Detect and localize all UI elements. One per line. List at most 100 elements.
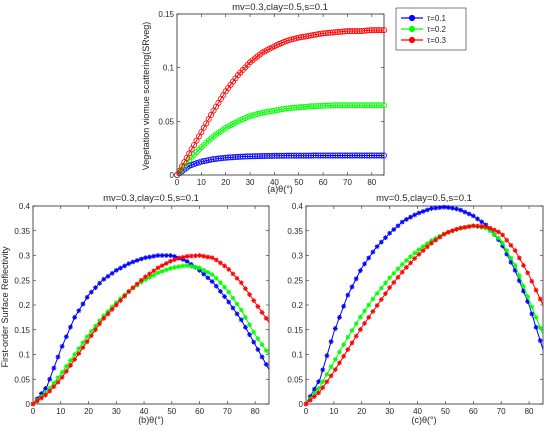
- chart-c-data-point: [328, 364, 334, 370]
- chart-b-data-point: [238, 317, 244, 323]
- chart-b-ylabel: First-order Surface Reflectivity: [0, 246, 10, 368]
- chart-c-data-point: [378, 297, 384, 302]
- chart-b-ytick-label: 0.1: [19, 351, 31, 360]
- chart-c-data-point: [479, 223, 485, 229]
- chart-c-series-3: [303, 223, 544, 407]
- chart-b-data-point: [230, 295, 236, 301]
- chart-c-data-point: [454, 226, 459, 232]
- chart-b-data-point: [93, 327, 98, 333]
- chart-c-data-point: [458, 207, 464, 213]
- chart-c-data-point: [391, 280, 397, 285]
- chart-a-data-point: [378, 152, 385, 159]
- chart-c-data-point: [374, 303, 380, 308]
- chart-c-xtick-label: 20: [357, 407, 366, 416]
- chart-c-data-point: [357, 268, 363, 273]
- legend-entry-tau-0-2: τ=0.2: [401, 25, 447, 34]
- chart-c-data-point: [475, 216, 480, 222]
- chart-a-xtick-label: 60: [319, 178, 328, 187]
- chart-b-data-point: [255, 347, 261, 352]
- chart-b-data-point: [226, 289, 232, 295]
- chart-c-xtick-label: 30: [385, 407, 394, 416]
- chart-c-xtick-label: 10: [329, 407, 338, 416]
- chart-b-data-point: [226, 299, 232, 305]
- chart-a-ytick-label: 0.1: [163, 64, 175, 73]
- chart-b-data-point: [138, 256, 144, 262]
- chart-b-data-point: [222, 284, 227, 290]
- chart-b-data-point: [213, 257, 219, 263]
- legend-label-tau-0-3: τ=0.3: [427, 36, 447, 45]
- chart-c-data-point: [353, 333, 359, 339]
- chart-a-ylabel: Vegetation viomue scattering(SRveg): [141, 22, 151, 171]
- chart-c-data-point: [316, 390, 321, 396]
- chart-panel-c: mv=0.5,clay=0.5,s=0.1 (c)θ(°) 0 10 20 30 40 5…: [287, 193, 544, 425]
- chart-b-series-3: [30, 253, 270, 407]
- chart-a-xtick-label: 0: [175, 178, 180, 187]
- chart-b-data-point: [209, 279, 215, 284]
- chart-b-data-point: [234, 275, 240, 281]
- chart-b-data-point: [101, 276, 107, 282]
- chart-b-data-point: [168, 258, 173, 264]
- chart-c-ytick-label: 0.35: [287, 227, 303, 236]
- chart-a-legend: τ=0.1 τ=0.2 τ=0.3: [395, 7, 467, 51]
- chart-b-data-point: [109, 307, 115, 312]
- chart-a-data-point: [380, 27, 387, 34]
- chart-c-xtick-label: 80: [525, 407, 534, 416]
- chart-c-data-point: [449, 228, 455, 234]
- chart-b-data-point: [243, 286, 248, 292]
- chart-b-data-point: [205, 254, 211, 260]
- chart-c-data-point: [491, 232, 497, 237]
- chart-c-ytick-label: 0.1: [292, 351, 304, 360]
- chart-b-xlabel: (b)θ(°): [138, 415, 164, 425]
- chart-b-ytick-label: 0.2: [19, 301, 31, 310]
- chart-b-xtick-label: 10: [56, 407, 65, 416]
- chart-c-title: mv=0.5,clay=0.5,s=0.1: [376, 193, 472, 204]
- chart-b-data-point: [155, 265, 161, 271]
- chart-c-data-point: [307, 397, 313, 403]
- chart-c-data-point: [454, 206, 459, 212]
- chart-c-data-point: [533, 324, 539, 330]
- chart-c-data-point: [387, 230, 393, 236]
- chart-a-ytick-label: 0.05: [158, 117, 174, 126]
- chart-c-data-point: [349, 284, 355, 290]
- chart-a-xtick-label: 80: [367, 178, 376, 187]
- chart-c-xtick-label: 40: [413, 407, 422, 416]
- chart-b-data-point: [151, 253, 157, 259]
- chart-c-data-point: [533, 287, 539, 293]
- chart-c-data-point: [303, 401, 309, 407]
- chart-c-data-point: [445, 229, 451, 235]
- chart-c-data-point: [433, 237, 439, 243]
- chart-b-data-point: [147, 271, 153, 277]
- chart-c-ytick-label: 0.25: [287, 276, 303, 285]
- chart-c-series-1: [303, 204, 544, 407]
- chart-b-data-point: [184, 253, 190, 259]
- chart-b-data-point: [205, 269, 211, 275]
- chart-b-data-point: [97, 280, 103, 286]
- chart-c-data-point: [470, 213, 476, 219]
- chart-b-data-point: [113, 267, 119, 273]
- chart-b-data-point: [222, 263, 227, 269]
- chart-c-data-point: [341, 353, 347, 359]
- chart-b-data-point: [88, 289, 94, 295]
- chart-c-ytick-label: 0.05: [287, 375, 303, 384]
- chart-b-data-point: [93, 323, 98, 329]
- chart-a-axes-frame: [176, 13, 385, 176]
- chart-b-data-point: [255, 304, 261, 309]
- chart-b-data-point: [205, 275, 211, 281]
- chart-c-data-point: [383, 291, 388, 297]
- chart-c-data-point: [521, 263, 526, 268]
- chart-b-data-point: [163, 267, 169, 273]
- chart-c-data-point: [429, 240, 434, 246]
- chart-c-data-point: [395, 266, 401, 272]
- chart-b-ytick-label: 0.4: [19, 202, 31, 211]
- chart-b-data-point: [130, 259, 136, 265]
- chart-b-data-point: [193, 253, 198, 259]
- chart-c-data-point: [462, 224, 468, 230]
- chart-b-data-point: [76, 346, 82, 351]
- chart-b-data-point: [68, 358, 73, 363]
- chart-b-data-point: [51, 365, 57, 371]
- chart-c-data-point: [311, 386, 317, 392]
- chart-b-data-point: [80, 345, 86, 350]
- chart-c-xtick-label: 70: [497, 407, 506, 416]
- chart-a-series-3: [173, 27, 387, 178]
